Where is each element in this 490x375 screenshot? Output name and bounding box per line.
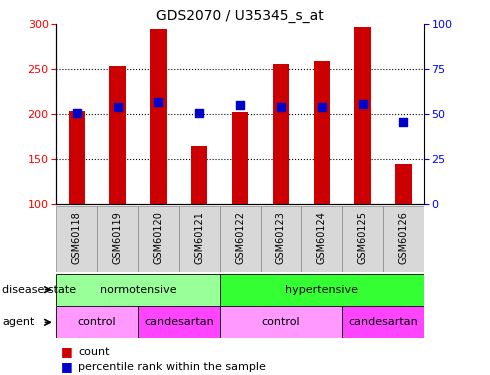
Text: control: control: [78, 317, 117, 327]
Text: GSM60121: GSM60121: [194, 211, 204, 264]
Text: normotensive: normotensive: [99, 285, 176, 295]
Text: agent: agent: [2, 317, 35, 327]
Text: candesartan: candesartan: [348, 317, 418, 327]
Point: [73, 110, 81, 116]
Point: [399, 118, 407, 124]
Text: hypertensive: hypertensive: [285, 285, 358, 295]
Bar: [69, 111, 85, 204]
Bar: [97, 206, 138, 272]
Bar: [56, 274, 220, 306]
Point: [114, 104, 122, 110]
Bar: [179, 206, 220, 272]
Bar: [342, 306, 424, 338]
Text: disease state: disease state: [2, 285, 76, 295]
Text: GSM60126: GSM60126: [398, 211, 409, 264]
Text: count: count: [78, 347, 110, 357]
Text: candesartan: candesartan: [144, 317, 214, 327]
Text: GSM60122: GSM60122: [235, 211, 245, 264]
Bar: [273, 64, 289, 204]
Bar: [191, 146, 207, 204]
Bar: [395, 164, 412, 204]
Text: ■: ■: [61, 345, 73, 358]
Text: GSM60123: GSM60123: [276, 211, 286, 264]
Text: GSM60125: GSM60125: [358, 211, 368, 264]
Bar: [383, 206, 424, 272]
Bar: [150, 29, 167, 204]
Text: control: control: [262, 317, 300, 327]
Point: [318, 104, 326, 110]
Bar: [56, 206, 97, 272]
Bar: [301, 206, 342, 272]
Text: GSM60119: GSM60119: [113, 211, 122, 264]
Bar: [314, 61, 330, 204]
Point: [236, 102, 244, 108]
Text: GSM60124: GSM60124: [317, 211, 327, 264]
Bar: [342, 206, 383, 272]
Bar: [220, 306, 342, 338]
Bar: [138, 306, 220, 338]
Point: [277, 104, 285, 110]
Point: [359, 100, 367, 106]
Bar: [109, 66, 126, 204]
Bar: [138, 206, 179, 272]
Bar: [56, 306, 138, 338]
Bar: [220, 206, 261, 272]
Text: GSM60118: GSM60118: [72, 211, 82, 264]
Bar: [232, 112, 248, 204]
Text: percentile rank within the sample: percentile rank within the sample: [78, 362, 266, 372]
Text: GSM60120: GSM60120: [153, 211, 164, 264]
Point: [154, 99, 162, 105]
Text: ■: ■: [61, 360, 73, 373]
Text: GDS2070 / U35345_s_at: GDS2070 / U35345_s_at: [156, 9, 324, 23]
Bar: [220, 274, 424, 306]
Point: [196, 110, 203, 116]
Bar: [354, 27, 371, 204]
Bar: [261, 206, 301, 272]
